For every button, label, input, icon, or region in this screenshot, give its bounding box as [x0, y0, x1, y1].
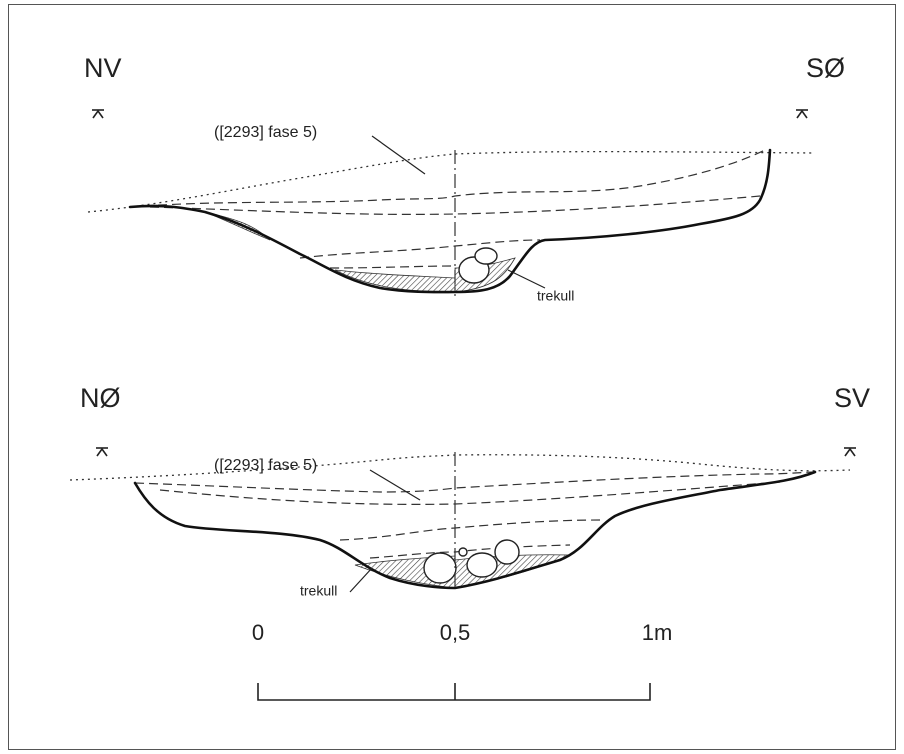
- layer-line: [129, 149, 766, 208]
- layer-label: ([2293] fase 5): [214, 457, 317, 474]
- leader-line: [371, 135, 426, 175]
- scale-label: 0,5: [440, 620, 471, 645]
- charcoal-label: trekull: [300, 583, 337, 599]
- layer-line: [134, 471, 816, 493]
- layer-line: [329, 265, 456, 269]
- orientation-mark: [92, 109, 104, 119]
- scale-label: 1m: [642, 620, 673, 645]
- leader-line: [507, 269, 546, 289]
- orientation-mark: [796, 109, 808, 119]
- cut-outline: [133, 470, 817, 590]
- leader-line: [349, 567, 373, 593]
- direction-label: SØ: [806, 53, 845, 83]
- section-2: NØ SV ([2293] fase 5) trekull: [69, 383, 870, 599]
- layer-line: [299, 239, 541, 259]
- layer-line: [339, 519, 601, 541]
- stone: [494, 539, 520, 565]
- direction-label: NV: [84, 53, 122, 83]
- scale-bar: 0 0,5 1m: [252, 620, 673, 701]
- surface-line: [69, 454, 851, 481]
- stone: [466, 552, 498, 578]
- stone: [423, 552, 457, 584]
- layer-label: ([2293] fase 5): [214, 124, 317, 141]
- orientation-mark: [844, 447, 856, 457]
- direction-label: NØ: [80, 383, 121, 413]
- leader-line: [369, 469, 421, 501]
- direction-label: SV: [834, 383, 870, 413]
- layer-line: [159, 481, 781, 505]
- charcoal: [204, 211, 271, 241]
- stone: [474, 247, 498, 265]
- scale-label: 0: [252, 620, 264, 645]
- scale-line: [257, 683, 651, 701]
- frame: [8, 4, 896, 750]
- layer-line: [149, 195, 761, 215]
- surface-line: [87, 150, 816, 213]
- cut-outline: [128, 148, 772, 294]
- stone: [458, 547, 468, 557]
- orientation-mark: [96, 447, 108, 457]
- section-1: NV SØ ([2293] fase 5) trekull: [84, 53, 845, 304]
- charcoal-label: trekull: [537, 288, 574, 304]
